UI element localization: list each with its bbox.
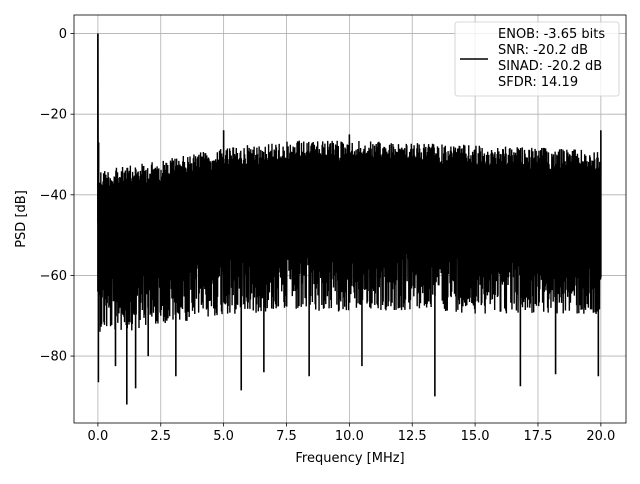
x-tick-label: 10.0 [335,429,364,444]
x-axis-label: Frequency [MHz] [295,451,404,466]
y-tick-label: −80 [40,350,67,365]
legend-entry-line: SFDR: 14.19 [498,75,578,90]
x-tick-label: 7.5 [276,429,297,444]
x-tick-label: 0.0 [88,429,109,444]
y-tick-label: −60 [40,269,67,284]
x-tick-label: 17.5 [524,429,553,444]
x-tick-label: 12.5 [398,429,427,444]
y-tick-label: −20 [40,108,67,123]
legend-box [454,21,620,97]
y-axis-label: PSD [dB] [14,190,29,248]
x-tick-label: 15.0 [461,429,490,444]
x-tick-label: 20.0 [586,429,615,444]
plot-frame [73,14,627,424]
x-tick-label: 2.5 [150,429,171,444]
legend-entry-line: SNR: -20.2 dB [498,43,588,58]
x-tick-label: 5.0 [213,429,234,444]
y-tick-label: −40 [40,188,67,203]
ticks-layer: 0.0 2.5 5.0 7.5 10.0 12.5 15.0 17.5 20.0 0 −20 −40 −… [40,27,616,444]
legend-entry-line: ENOB: -3.65 bits [498,27,605,42]
y-tick-label: 0 [59,27,67,42]
data-layer [97,33,602,405]
legend-entry-line: SINAD: -20.2 dB [498,59,602,74]
